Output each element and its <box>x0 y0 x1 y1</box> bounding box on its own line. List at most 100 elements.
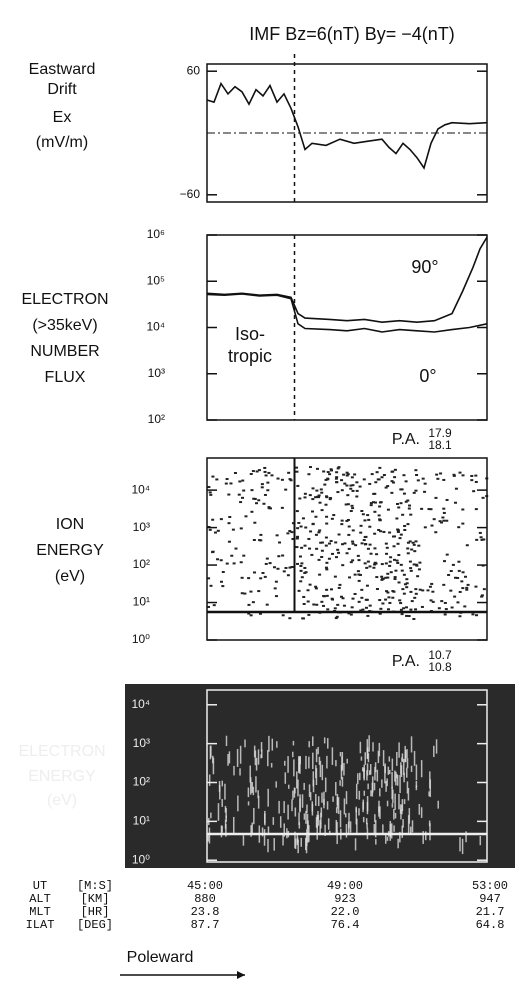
speck <box>444 608 448 611</box>
speck <box>207 577 211 580</box>
speck <box>324 824 326 836</box>
speck <box>401 825 404 838</box>
speck <box>410 826 412 835</box>
speck <box>461 508 465 511</box>
speck <box>239 768 241 776</box>
speck <box>349 484 353 487</box>
speck <box>292 740 295 746</box>
speck <box>217 803 220 821</box>
y-axis-label: FLUX <box>45 369 86 386</box>
speck <box>391 596 395 599</box>
speck <box>384 763 386 774</box>
speck <box>384 598 388 601</box>
speck <box>329 497 333 500</box>
speck <box>356 570 360 573</box>
speck <box>392 590 396 593</box>
ephemeris-cell: 880 <box>194 892 216 906</box>
speck <box>479 536 483 539</box>
speck <box>326 471 330 474</box>
speck <box>295 510 299 513</box>
speck <box>219 518 223 521</box>
speck <box>391 535 395 538</box>
speck <box>368 604 372 607</box>
speck <box>259 533 263 536</box>
speck <box>404 606 408 609</box>
speck <box>250 489 254 492</box>
speck <box>388 601 392 604</box>
speck <box>387 766 390 775</box>
speck <box>478 531 482 534</box>
speck <box>315 547 319 550</box>
speck <box>319 541 323 544</box>
ephemeris-cell: [HR] <box>81 905 110 919</box>
speck <box>306 600 310 603</box>
ephemeris-cell: [M:S] <box>77 879 113 893</box>
speck <box>453 501 457 504</box>
speck <box>417 544 421 547</box>
speck <box>355 495 359 498</box>
speck <box>369 764 372 775</box>
speck <box>345 552 349 555</box>
speck <box>325 561 329 564</box>
speck <box>394 569 398 572</box>
speck <box>374 562 378 565</box>
y-tick-label: 10⁰ <box>132 852 150 866</box>
speck <box>373 547 377 550</box>
speck <box>207 835 210 842</box>
speck <box>292 790 294 800</box>
speck <box>276 741 278 748</box>
speck <box>264 562 268 565</box>
footer-label: Poleward <box>127 949 194 966</box>
speck <box>466 583 470 586</box>
speck <box>380 575 384 578</box>
speck <box>232 562 236 565</box>
speck <box>295 537 299 540</box>
speck <box>414 469 418 472</box>
speck <box>345 484 349 487</box>
speck <box>397 554 401 557</box>
speck <box>346 473 350 476</box>
speck <box>392 545 396 548</box>
speck <box>349 613 353 616</box>
speck <box>228 751 231 764</box>
speck <box>300 576 304 579</box>
speck <box>267 838 269 853</box>
speck <box>378 505 382 508</box>
speck <box>422 831 424 844</box>
speck <box>403 528 407 531</box>
pa-value: 10.8 <box>428 660 452 674</box>
speck <box>284 772 287 784</box>
speck <box>359 531 363 534</box>
speck <box>351 559 355 562</box>
speck <box>386 572 390 575</box>
speck <box>464 575 468 578</box>
speck <box>252 497 256 500</box>
speck <box>414 540 418 543</box>
speck <box>267 506 271 509</box>
speck <box>354 838 357 851</box>
speck <box>376 769 379 782</box>
speck <box>335 476 339 479</box>
speck <box>428 791 430 797</box>
speck <box>286 532 290 535</box>
speck <box>470 479 474 482</box>
speck <box>416 575 420 578</box>
speck <box>253 807 255 825</box>
speck <box>457 526 461 529</box>
speck <box>210 745 212 758</box>
speck <box>258 612 262 615</box>
speck <box>378 518 382 521</box>
speck <box>399 775 401 794</box>
speck <box>368 770 371 775</box>
speck <box>404 745 406 763</box>
speck <box>315 793 317 806</box>
speck <box>409 567 413 570</box>
speck <box>366 801 369 815</box>
speck <box>266 481 270 484</box>
speck <box>328 473 332 476</box>
speck <box>453 595 457 598</box>
speck <box>378 599 382 602</box>
speck <box>209 493 213 496</box>
speck <box>312 771 315 787</box>
speck <box>445 498 449 501</box>
